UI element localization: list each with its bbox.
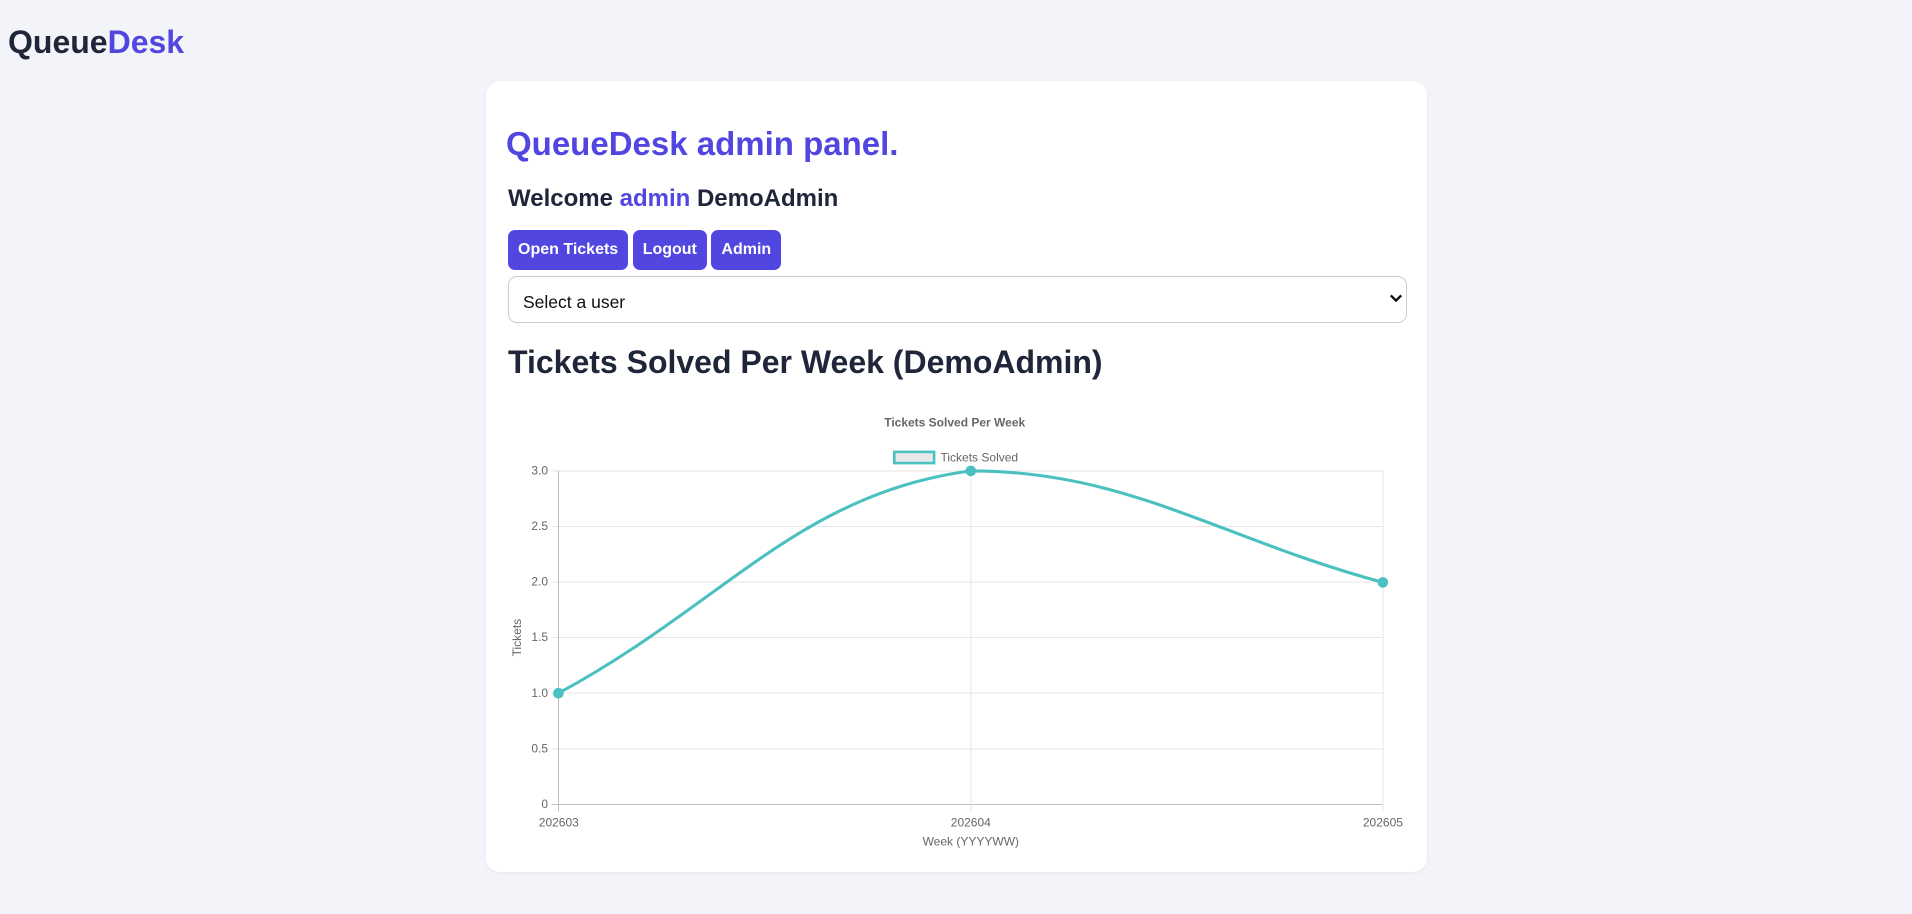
- svg-text:3.0: 3.0: [531, 464, 548, 478]
- svg-text:1.0: 1.0: [531, 686, 548, 700]
- svg-text:0: 0: [541, 797, 548, 811]
- svg-text:0.5: 0.5: [531, 741, 548, 755]
- svg-text:Tickets Solved Per Week: Tickets Solved Per Week: [884, 415, 1025, 429]
- svg-text:2.0: 2.0: [531, 575, 548, 589]
- svg-text:2.5: 2.5: [531, 519, 548, 533]
- svg-text:202604: 202604: [951, 815, 991, 829]
- svg-text:202605: 202605: [1363, 815, 1403, 829]
- svg-text:Tickets: Tickets: [510, 619, 524, 657]
- svg-text:1.5: 1.5: [531, 630, 548, 644]
- svg-text:Tickets Solved: Tickets Solved: [941, 450, 1019, 464]
- svg-text:202603: 202603: [539, 815, 579, 829]
- svg-text:Week (YYYYWW): Week (YYYYWW): [923, 835, 1019, 849]
